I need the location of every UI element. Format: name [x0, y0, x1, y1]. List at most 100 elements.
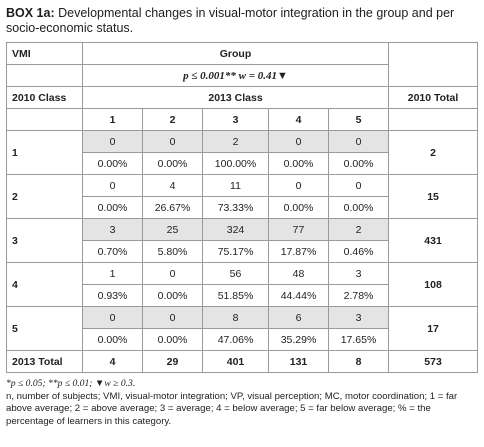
percent-cell: 100.00% [202, 152, 269, 175]
count-cell: 324 [202, 218, 269, 241]
count-cell: 1 [82, 262, 143, 285]
empty-header-cell [388, 108, 479, 131]
count-cell: 0 [327, 174, 390, 197]
box-title-text: Developmental changes in visual-motor in… [6, 6, 455, 35]
count-cell: 0 [142, 306, 203, 329]
percent-cell: 0.00% [268, 152, 329, 175]
count-cell: 3 [82, 218, 143, 241]
row-label: 1 [6, 130, 83, 175]
percent-cell: 5.80% [142, 240, 203, 263]
table-row-counts: 3 3 25 324 77 2 431 [6, 218, 479, 263]
column-header: 1 [82, 108, 143, 131]
table-row-percent: 0.93% 0.00% 51.85% 44.44% 2.78% [7, 284, 478, 307]
vmi-header: VMI [6, 42, 83, 65]
table-footnotes: *p ≤ 0.05; **p ≤ 0.01; ▼w ≥ 0.3. n, numb… [6, 378, 478, 428]
group-header: Group [81, 42, 390, 65]
table-row-counts: 4 1 0 56 48 3 108 [6, 262, 479, 307]
table-row-counts: 2 0 4 11 0 0 15 [6, 174, 479, 219]
percent-cell: 0.93% [82, 284, 143, 307]
header-row-stats: p ≤ 0.001** w = 0.41▼ [6, 64, 478, 87]
percent-cell: 0.00% [82, 152, 143, 175]
table-row-percent: 0.00% 0.00% 100.00% 0.00% 0.00% [7, 152, 478, 175]
box-label: BOX 1a: [6, 6, 55, 20]
total-2010-header: 2010 Total [388, 86, 479, 109]
row-label: 2 [6, 174, 83, 219]
percent-cell: 26.67% [142, 196, 203, 219]
count-cell: 8 [202, 306, 269, 329]
percent-cell: 17.87% [268, 240, 329, 263]
count-cell: 0 [268, 174, 329, 197]
row-total: 15 [388, 174, 479, 219]
percent-cell: 17.65% [327, 328, 390, 351]
empty-header-cell [388, 42, 479, 87]
column-header: 2 [142, 108, 203, 131]
count-cell: 2 [327, 218, 390, 241]
empty-header-cell [6, 108, 83, 131]
percent-cell: 0.70% [82, 240, 143, 263]
column-header: 3 [202, 108, 269, 131]
percent-cell: 0.00% [268, 196, 329, 219]
row-total: 17 [388, 306, 479, 351]
grand-total: 573 [388, 350, 479, 373]
header-row-group: VMI Group [6, 42, 479, 87]
count-cell: 3 [327, 306, 390, 329]
row-total: 2 [388, 130, 479, 175]
total-row-label: 2013 Total [6, 350, 83, 373]
box-title: BOX 1a: Developmental changes in visual-… [6, 6, 476, 36]
count-cell: 48 [268, 262, 329, 285]
count-cell: 4 [142, 174, 203, 197]
count-cell: 0 [142, 262, 203, 285]
empty-header-cell [6, 64, 83, 87]
total-cell: 29 [142, 350, 203, 373]
count-cell: 0 [142, 130, 203, 153]
table-row-percent: 0.70% 5.80% 75.17% 17.87% 0.46% [7, 240, 478, 263]
count-cell: 11 [202, 174, 269, 197]
significance-note: *p ≤ 0.05; **p ≤ 0.01; ▼w ≥ 0.3. [6, 378, 136, 389]
class-2013-header: 2013 Class [81, 86, 390, 109]
count-cell: 77 [268, 218, 329, 241]
row-total: 431 [388, 218, 479, 263]
class-2010-header: 2010 Class [6, 86, 83, 109]
total-cell: 131 [268, 350, 329, 373]
percent-cell: 75.17% [202, 240, 269, 263]
total-cell: 8 [327, 350, 390, 373]
percent-cell: 0.00% [82, 328, 143, 351]
stats-header: p ≤ 0.001** w = 0.41▼ [81, 64, 390, 87]
row-label: 3 [6, 218, 83, 263]
count-cell: 56 [202, 262, 269, 285]
percent-cell: 2.78% [327, 284, 390, 307]
row-label: 5 [6, 306, 83, 351]
count-cell: 0 [268, 130, 329, 153]
percent-cell: 0.00% [327, 152, 390, 175]
percent-cell: 44.44% [268, 284, 329, 307]
table-row-total: 2013 Total 4 29 401 131 8 573 [6, 350, 479, 373]
total-cell: 4 [82, 350, 143, 373]
count-cell: 6 [268, 306, 329, 329]
column-header: 4 [268, 108, 329, 131]
row-total: 108 [388, 262, 479, 307]
header-row-columns: 1 2 3 4 5 [6, 108, 479, 131]
table-row-percent: 0.00% 0.00% 47.06% 35.29% 17.65% [7, 328, 478, 351]
percent-cell: 73.33% [202, 196, 269, 219]
total-cell: 401 [202, 350, 269, 373]
percent-cell: 0.00% [142, 284, 203, 307]
percent-cell: 0.00% [142, 328, 203, 351]
percent-cell: 0.46% [327, 240, 390, 263]
count-cell: 0 [82, 174, 143, 197]
header-row-class: 2010 Class 2013 Class 2010 Total [6, 86, 479, 109]
percent-cell: 35.29% [268, 328, 329, 351]
vmi-table: VMI Group p ≤ 0.001** w = 0.41▼ 2010 Cla… [6, 42, 479, 373]
row-label: 4 [6, 262, 83, 307]
count-cell: 0 [82, 130, 143, 153]
count-cell: 2 [202, 130, 269, 153]
percent-cell: 51.85% [202, 284, 269, 307]
abbreviations-note: n, number of subjects; VMI, visual-motor… [6, 390, 458, 427]
count-cell: 25 [142, 218, 203, 241]
percent-cell: 0.00% [327, 196, 390, 219]
count-cell: 3 [327, 262, 390, 285]
table-row-counts: 5 0 0 8 6 3 17 [6, 306, 479, 351]
column-header: 5 [327, 108, 390, 131]
percent-cell: 0.00% [142, 152, 203, 175]
